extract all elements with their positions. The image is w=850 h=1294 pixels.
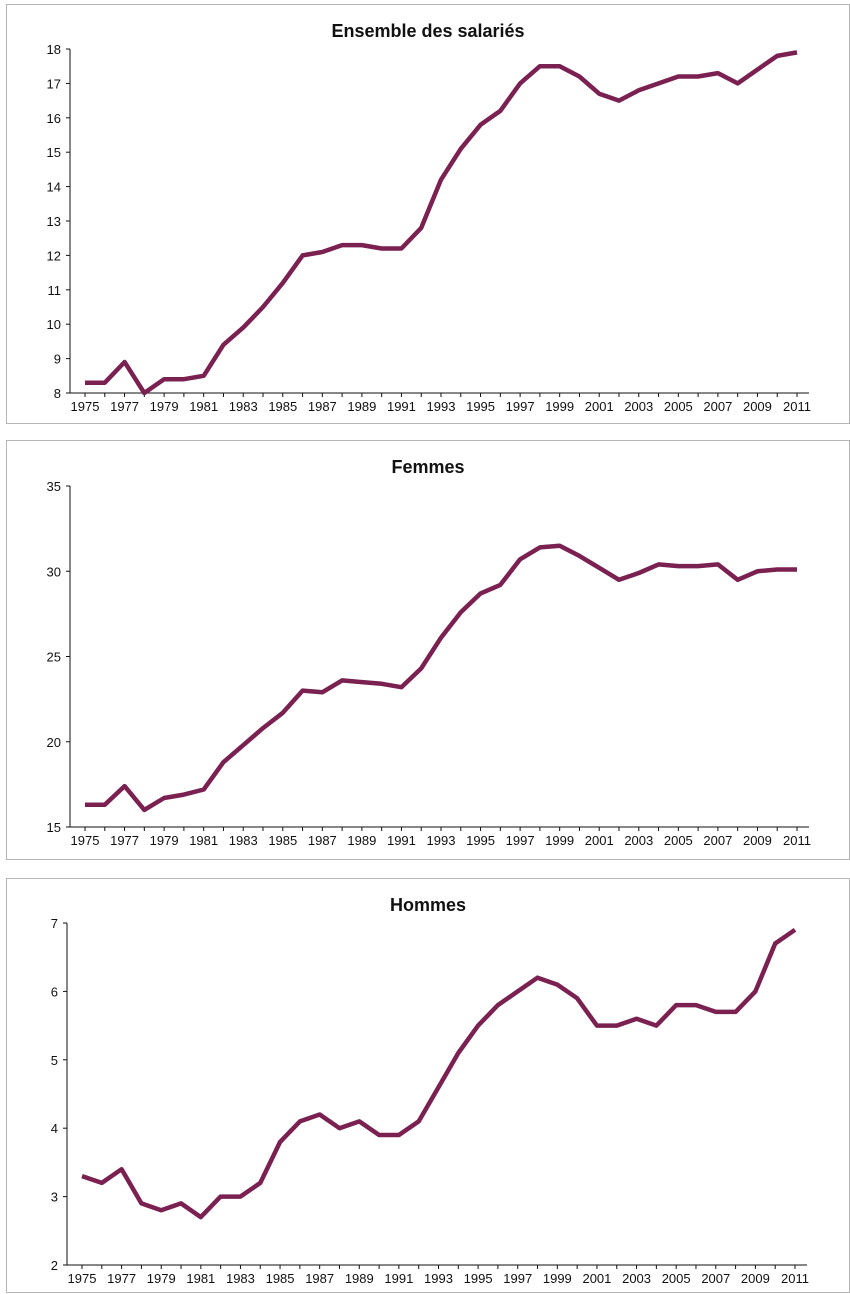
x-tick-label: 2009 xyxy=(741,1271,770,1286)
x-tick-label: 1989 xyxy=(345,1271,374,1286)
x-tick-label: 1975 xyxy=(68,1271,97,1286)
y-tick-label: 2 xyxy=(51,1258,58,1273)
x-tick-label: 2001 xyxy=(582,1271,611,1286)
x-tick-label: 1977 xyxy=(107,1271,136,1286)
x-tick-label: 2011 xyxy=(781,1271,809,1286)
x-tick-label: 1977 xyxy=(110,399,139,414)
x-tick-label: 1975 xyxy=(71,399,100,414)
chart-title: Ensemble des salariés xyxy=(331,21,525,41)
x-tick-label: 2009 xyxy=(743,833,772,848)
x-tick-label: 1985 xyxy=(266,1271,295,1286)
x-tick-label: 1993 xyxy=(424,1271,453,1286)
chart-panel-ensemble: Ensemble des salariés 8 9 10 11 12 13 14 15 16 17… xyxy=(6,4,850,424)
x-tick-label: 2003 xyxy=(622,1271,651,1286)
chart-title: Hommes xyxy=(389,895,467,915)
series-line xyxy=(81,927,797,1220)
y-tick-label: 8 xyxy=(54,386,61,401)
y-tick-label: 14 xyxy=(47,180,61,195)
x-tick-label: 2001 xyxy=(585,399,614,414)
x-tick-label: 2005 xyxy=(662,1271,691,1286)
line-chart-femmes: 15 20 25 30 35 1975 1977 1979 1981 1983 1985 1987 19… xyxy=(47,479,811,848)
x-tick-label: 1989 xyxy=(347,833,376,848)
chart-title: Femmes xyxy=(391,457,465,477)
x-tick-label: 1991 xyxy=(384,1271,413,1286)
x-tick-label: 1995 xyxy=(466,833,495,848)
x-tick-label: 1981 xyxy=(189,399,218,414)
y-tick-label: 16 xyxy=(47,111,61,126)
x-tick-label: 1981 xyxy=(186,1271,215,1286)
x-tick-label: 1997 xyxy=(506,399,535,414)
x-tick-label: 1993 xyxy=(427,399,456,414)
x-tick-label: 1985 xyxy=(268,833,297,848)
series-line xyxy=(85,543,797,813)
x-tick-label: 1995 xyxy=(466,399,495,414)
x-tick-label: 1995 xyxy=(464,1271,493,1286)
y-tick-label: 35 xyxy=(47,479,61,494)
line-chart-ensemble: 8 9 10 11 12 13 14 15 16 17 18 1975 1977 1979 1981 1983… xyxy=(47,42,811,414)
x-tick-label: 1997 xyxy=(503,1271,532,1286)
x-tick-label: 2003 xyxy=(624,833,653,848)
y-tick-label: 25 xyxy=(47,650,61,665)
y-tick-label: 30 xyxy=(47,564,61,579)
x-tick-label: 1975 xyxy=(71,833,100,848)
y-tick-label: 13 xyxy=(47,214,61,229)
x-tick-label: 1979 xyxy=(150,833,179,848)
x-tick-label: 2009 xyxy=(743,399,772,414)
x-tick-label: 2011 xyxy=(783,833,811,848)
y-tick-label: 15 xyxy=(47,145,61,160)
x-tick-label: 2005 xyxy=(664,833,693,848)
x-tick-label: 1989 xyxy=(347,399,376,414)
x-tick-label: 1999 xyxy=(545,399,574,414)
y-tick-label: 11 xyxy=(48,283,62,298)
y-tick-label: 5 xyxy=(51,1053,58,1068)
y-tick-label: 3 xyxy=(51,1190,58,1205)
x-tick-label: 1999 xyxy=(543,1271,572,1286)
y-tick-label: 10 xyxy=(47,317,61,332)
x-tick-label: 2007 xyxy=(703,399,732,414)
x-tick-label: 1993 xyxy=(427,833,456,848)
x-tick-label: 1997 xyxy=(506,833,535,848)
x-tick-label: 1979 xyxy=(150,399,179,414)
chart-panel-femmes: Femmes 15 20 25 30 35 1975 1977 1979 1981 1983 198… xyxy=(6,440,850,860)
x-tick-label: 1983 xyxy=(226,1271,255,1286)
y-tick-label: 7 xyxy=(51,916,58,931)
x-tick-label: 1987 xyxy=(308,833,337,848)
x-tick-label: 2005 xyxy=(664,399,693,414)
x-tick-label: 2007 xyxy=(703,833,732,848)
x-tick-label: 2011 xyxy=(783,399,811,414)
y-tick-label: 4 xyxy=(51,1121,58,1136)
x-tick-label: 1985 xyxy=(268,399,297,414)
y-tick-label: 6 xyxy=(51,984,58,999)
x-tick-label: 1977 xyxy=(110,833,139,848)
x-tick-label: 2003 xyxy=(624,399,653,414)
x-tick-label: 1991 xyxy=(387,833,416,848)
y-tick-label: 9 xyxy=(54,352,61,367)
x-tick-label: 2007 xyxy=(701,1271,730,1286)
x-tick-label: 1987 xyxy=(305,1271,334,1286)
y-tick-label: 15 xyxy=(47,820,61,835)
x-tick-label: 1979 xyxy=(147,1271,176,1286)
y-tick-label: 17 xyxy=(47,76,61,91)
x-tick-label: 1983 xyxy=(229,833,258,848)
y-tick-label: 12 xyxy=(47,248,61,263)
x-tick-label: 2001 xyxy=(585,833,614,848)
x-tick-label: 1991 xyxy=(387,399,416,414)
y-tick-label: 20 xyxy=(47,735,61,750)
x-tick-label: 1983 xyxy=(229,399,258,414)
x-tick-label: 1981 xyxy=(189,833,218,848)
line-chart-hommes: 2 3 4 5 6 7 1975 1977 1979 1981 1983 1985 1987 1989 19… xyxy=(51,916,809,1286)
chart-panel-hommes: Hommes 2 3 4 5 6 7 1975 1977 1979 1981 1983 1985 198… xyxy=(6,878,850,1293)
x-tick-label: 1987 xyxy=(308,399,337,414)
series-line xyxy=(85,50,798,396)
y-tick-label: 18 xyxy=(47,42,61,57)
x-tick-label: 1999 xyxy=(545,833,574,848)
